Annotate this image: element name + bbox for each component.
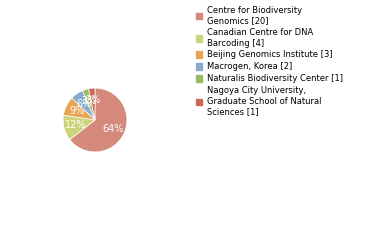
Text: 3%: 3% [86, 95, 101, 105]
Text: 6%: 6% [76, 99, 91, 109]
Text: 12%: 12% [65, 120, 87, 130]
Text: 3%: 3% [81, 96, 97, 106]
Wedge shape [70, 88, 127, 152]
Legend: Centre for Biodiversity
Genomics [20], Canadian Centre for DNA
Barcoding [4], Be: Centre for Biodiversity Genomics [20], C… [194, 4, 344, 118]
Wedge shape [89, 88, 95, 120]
Wedge shape [63, 98, 95, 120]
Wedge shape [82, 89, 95, 120]
Wedge shape [63, 115, 95, 139]
Text: 9%: 9% [70, 106, 85, 116]
Wedge shape [72, 91, 95, 120]
Text: 64%: 64% [102, 124, 124, 134]
